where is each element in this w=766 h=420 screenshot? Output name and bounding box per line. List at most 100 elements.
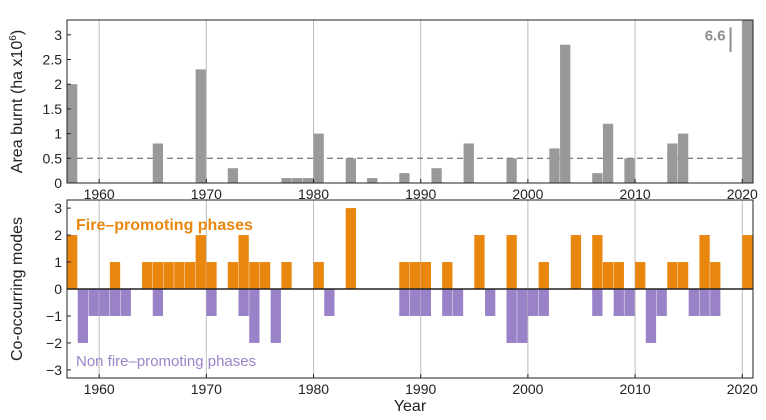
legend-fire-promoting: Fire–promoting phases: [76, 217, 253, 234]
area-burnt-bar: [677, 133, 689, 183]
top-y-tick-label: 1.5: [43, 101, 63, 117]
top-y-tick-label: 3: [54, 27, 62, 43]
area-burnt-bar: [399, 173, 410, 183]
fire-promoting-bar: [238, 235, 249, 289]
top-x-tick-label: 2010: [620, 186, 651, 202]
non-fire-promoting-bar: [99, 289, 110, 316]
non-fire-promoting-bar: [485, 289, 496, 316]
area-burnt-panel: 6.6 0 0.5 1 1.5 2 2.5 3 1960 1970 1980 1990 2000 20…: [8, 19, 758, 202]
bottom-y-tick-label: −1: [46, 308, 62, 324]
area-burnt-bar: [624, 158, 635, 183]
non-fire-promoting-bar: [688, 289, 699, 316]
area-burnt-bar: [195, 69, 206, 183]
non-fire-promoting-bar: [592, 289, 603, 316]
fire-promoting-bar: [313, 262, 324, 289]
fire-promoting-bar: [152, 262, 164, 289]
top-x-tick-label: 1980: [298, 186, 329, 202]
annotation-group: 6.6: [705, 27, 732, 53]
bottom-y-tick-label: 1: [54, 254, 62, 270]
non-fire-promoting-bar: [656, 289, 667, 316]
top-x-tick-label: 1990: [405, 186, 436, 202]
fire-promoting-bar: [163, 262, 174, 289]
bottom-x-tick-label: 1990: [405, 381, 436, 397]
fire-promoting-bar: [345, 208, 356, 289]
non-fire-promoting-bar: [452, 289, 464, 316]
non-fire-promoting-bar: [399, 289, 410, 316]
fire-promoting-bar: [399, 262, 410, 289]
fire-promoting-bar: [249, 262, 260, 289]
area-burnt-bar: [152, 143, 164, 183]
non-fire-promoting-bar: [506, 289, 517, 343]
bottom-x-tick-label: 1980: [298, 381, 329, 397]
non-fire-promoting-bar: [699, 289, 710, 316]
bottom-x-tick-label: 1970: [191, 381, 222, 397]
non-fire-promoting-bar: [613, 289, 624, 316]
area-burnt-bar: [367, 178, 378, 183]
non-fire-promoting-bar: [88, 289, 99, 316]
area-burnt-bar: [313, 133, 324, 183]
fire-promoting-bar: [602, 262, 614, 289]
area-burnt-bar: [345, 158, 356, 183]
area-burnt-bar: [281, 178, 292, 183]
fire-promoting-bar: [592, 235, 603, 289]
top-x-tick-label: 1970: [191, 186, 222, 202]
fire-promoting-bar: [742, 235, 753, 289]
non-fire-promoting-bar: [420, 289, 432, 316]
fire-promoting-bar: [442, 262, 453, 289]
area-burnt-bar: [302, 178, 314, 183]
non-fire-promoting-bar: [517, 289, 528, 343]
non-fire-promoting-bar: [527, 289, 539, 316]
area-burnt-bar: [506, 158, 517, 183]
area-burnt-bar: [667, 143, 678, 183]
top-y-tick-label: 2.5: [43, 52, 63, 68]
non-fire-promoting-bar: [238, 289, 249, 316]
annotation-label: 6.6: [705, 28, 726, 45]
area-burnt-bar: [549, 148, 560, 183]
fire-promoting-bar: [506, 235, 517, 289]
fire-promoting-bar: [710, 262, 721, 289]
bottom-x-tick-label: 2000: [512, 381, 543, 397]
fire-promoting-bar: [677, 262, 689, 289]
fire-promoting-bar: [259, 262, 271, 289]
bottom-y-tick-label: 2: [54, 227, 62, 243]
top-x-tick-label: 2000: [512, 186, 543, 202]
fire-promoting-bar: [699, 235, 710, 289]
fire-promoting-bar: [184, 262, 196, 289]
bottom-y-tick-label: −3: [46, 362, 62, 378]
fire-promoting-bar: [227, 262, 239, 289]
non-fire-promoting-bar: [410, 289, 421, 316]
bottom-y-tick-label: −2: [46, 335, 62, 351]
non-fire-promoting-bar: [206, 289, 217, 316]
area-burnt-bar: [431, 168, 442, 183]
non-fire-promoting-bar: [710, 289, 721, 316]
top-y-axis-label-main: Area burnt (ha x10: [9, 41, 26, 174]
bottom-y-tick-label: 0: [54, 281, 62, 297]
area-burnt-bars: [67, 20, 753, 183]
top-y-tick-label: 0: [54, 175, 62, 191]
bottom-x-tick-label: 1960: [84, 381, 115, 397]
bottom-x-tick-label: 2020: [727, 381, 758, 397]
fire-promoting-bar: [420, 262, 432, 289]
non-fire-promoting-bar: [645, 289, 657, 343]
top-x-tick-label: 2020: [727, 186, 758, 202]
bottom-y-ticks: −3 −2 −1 0 1 2 3: [46, 200, 71, 378]
non-fire-promoting-bar: [324, 289, 335, 316]
area-burnt-bar: [742, 20, 753, 183]
fire-promoting-bar: [67, 235, 78, 289]
top-x-ticks: 1960 1970 1980 1990 2000 2010 2020: [84, 179, 758, 202]
area-burnt-bar: [292, 178, 303, 183]
area-burnt-bar: [592, 173, 603, 183]
non-fire-promoting-bar: [270, 289, 281, 343]
top-x-tick-label: 1960: [84, 186, 115, 202]
fire-promoting-bar: [195, 235, 206, 289]
modes-bars: [67, 208, 753, 343]
x-axis-label: Year: [394, 398, 427, 415]
top-y-axis-label-close: ): [9, 30, 26, 35]
area-burnt-bar: [227, 168, 239, 183]
fire-promoting-bar: [474, 235, 485, 289]
fire-promoting-bar: [142, 262, 153, 289]
fire-promoting-bar: [635, 262, 646, 289]
non-fire-promoting-bar: [249, 289, 260, 343]
fire-promoting-bar: [206, 262, 217, 289]
